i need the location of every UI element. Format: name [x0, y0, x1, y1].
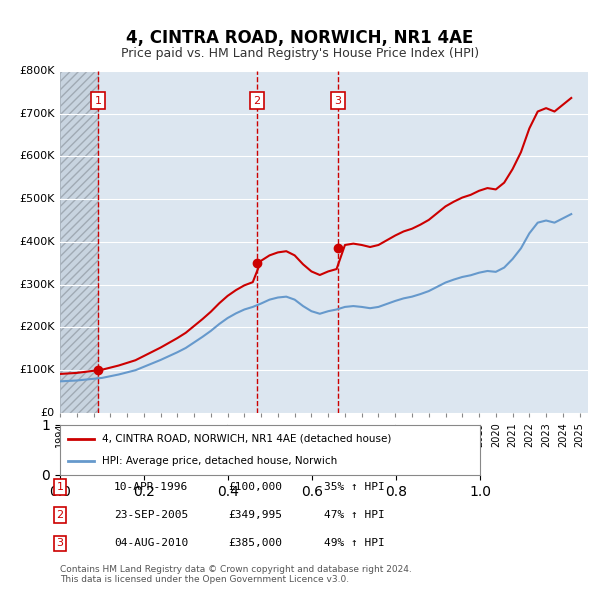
Text: £400K: £400K [19, 237, 55, 247]
Text: £0: £0 [41, 408, 55, 418]
Text: £100,000: £100,000 [228, 482, 282, 491]
Text: HPI: Average price, detached house, Norwich: HPI: Average price, detached house, Norw… [102, 456, 337, 466]
Text: 4, CINTRA ROAD, NORWICH, NR1 4AE (detached house): 4, CINTRA ROAD, NORWICH, NR1 4AE (detach… [102, 434, 391, 444]
Bar [60, 71, 98, 413]
Text: 49% ↑ HPI: 49% ↑ HPI [324, 539, 385, 548]
Text: £200K: £200K [19, 323, 55, 332]
Text: 2: 2 [56, 510, 64, 520]
Text: 1: 1 [95, 96, 101, 106]
Text: 04-AUG-2010: 04-AUG-2010 [114, 539, 188, 548]
Text: £385,000: £385,000 [228, 539, 282, 548]
Text: 47% ↑ HPI: 47% ↑ HPI [324, 510, 385, 520]
Text: 35% ↑ HPI: 35% ↑ HPI [324, 482, 385, 491]
Text: £600K: £600K [19, 152, 55, 161]
Text: £100K: £100K [19, 365, 55, 375]
Text: Price paid vs. HM Land Registry's House Price Index (HPI): Price paid vs. HM Land Registry's House … [121, 47, 479, 60]
Text: 1: 1 [56, 482, 64, 491]
Text: £700K: £700K [19, 109, 55, 119]
Text: £800K: £800K [19, 66, 55, 76]
Text: 4, CINTRA ROAD, NORWICH, NR1 4AE: 4, CINTRA ROAD, NORWICH, NR1 4AE [127, 30, 473, 47]
Text: Contains HM Land Registry data © Crown copyright and database right 2024.
This d: Contains HM Land Registry data © Crown c… [60, 565, 412, 584]
Text: 2: 2 [253, 96, 260, 106]
Text: 3: 3 [335, 96, 341, 106]
Text: £349,995: £349,995 [228, 510, 282, 520]
Text: £300K: £300K [19, 280, 55, 290]
Text: 3: 3 [56, 539, 64, 548]
Text: 10-APR-1996: 10-APR-1996 [114, 482, 188, 491]
Text: £500K: £500K [19, 194, 55, 204]
Text: 23-SEP-2005: 23-SEP-2005 [114, 510, 188, 520]
